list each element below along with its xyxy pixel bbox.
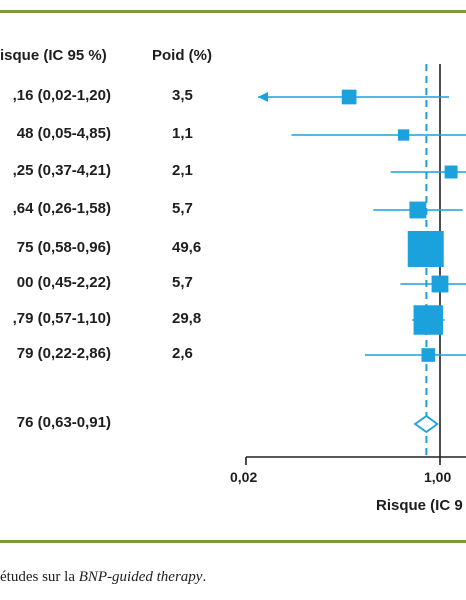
figure-caption: études sur la BNP-guided therapy. <box>0 569 206 586</box>
study-5-weight-label: 49,6 <box>172 239 202 256</box>
x-tick-label-0: 0,02 <box>230 469 258 485</box>
top-rule <box>0 10 466 13</box>
study-8-risk-label: 79 (0,22-2,86) <box>16 345 111 362</box>
study-2-weight-label: 1,1 <box>172 125 193 142</box>
x-axis-title: Risque (IC 9 <box>376 497 463 514</box>
x-tick-label-1: 1,00 <box>424 469 452 485</box>
study-8-weight-label: 2,6 <box>172 345 193 362</box>
study-7-weight-label: 29,8 <box>172 310 202 327</box>
study-7-risk-label: ,79 (0,57-1,10) <box>12 310 111 327</box>
risk-column-header: isque (IC 95 %) <box>0 47 107 64</box>
study-1-ci-arrow <box>258 92 268 102</box>
study-1-weight-label: 3,5 <box>172 87 193 104</box>
caption-emphasis: BNP-guided therapy <box>78 569 203 585</box>
study-3-weight-label: 2,1 <box>172 162 193 179</box>
study-1-marker <box>341 89 357 105</box>
bottom-rule <box>0 540 466 543</box>
study-5-marker <box>407 231 444 267</box>
weight-column-header: Poid (%) <box>152 47 212 64</box>
study-7-marker <box>413 305 444 335</box>
study-1-risk-label: ,16 (0,02-1,20) <box>12 87 111 104</box>
caption-suffix: . <box>202 569 207 585</box>
study-6-marker <box>431 275 449 293</box>
study-4-marker <box>409 201 427 219</box>
study-4-weight-label: 5,7 <box>172 200 193 217</box>
study-4-risk-label: ,64 (0,26-1,58) <box>12 200 111 217</box>
pooled-diamond <box>413 414 439 434</box>
study-6-risk-label: 00 (0,45-2,22) <box>16 274 111 291</box>
caption-prefix: études sur la <box>0 569 79 585</box>
study-8-marker <box>421 348 436 362</box>
study-3-marker <box>444 165 458 179</box>
study-3-risk-label: ,25 (0,37-4,21) <box>12 162 111 179</box>
study-5-risk-label: 75 (0,58-0,96) <box>16 239 111 256</box>
study-6-weight-label: 5,7 <box>172 274 193 291</box>
pooled-risk-label: 76 (0,63-0,91) <box>16 414 111 431</box>
study-2-marker <box>397 129 410 141</box>
study-2-risk-label: 48 (0,05-4,85) <box>16 125 111 142</box>
